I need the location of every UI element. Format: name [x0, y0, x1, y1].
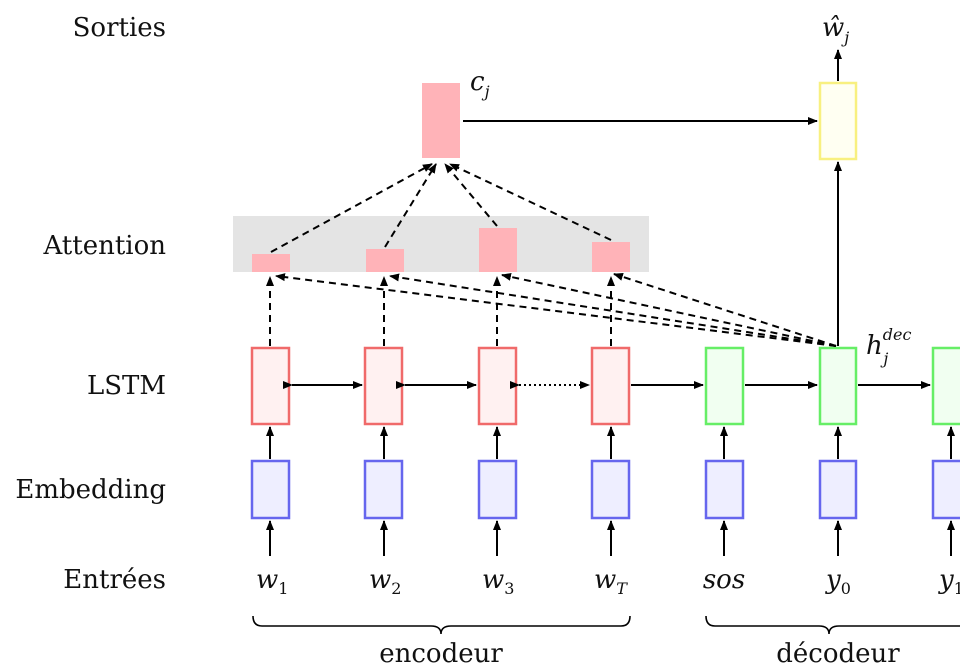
row-label-inputs: Entrées [63, 565, 166, 595]
encoder-brace [252, 615, 631, 635]
input-w1: w1 [256, 565, 288, 598]
input-y1: y1 [938, 565, 960, 598]
input-arrows [266, 520, 955, 556]
attention-band [233, 216, 649, 272]
attention-to-context-arrows [270, 163, 612, 253]
input-y0: y0 [825, 565, 851, 598]
encoder-lstm-1 [250, 346, 291, 426]
context-vector [422, 83, 460, 158]
encoder-lstm-3 [477, 346, 518, 426]
embedding-sos [704, 459, 745, 520]
embedding-y1 [931, 459, 960, 520]
decoder-lstm-y1 [931, 346, 960, 426]
decoder-state-label: hdec j [866, 325, 911, 368]
embedding-y0 [818, 459, 858, 520]
embedding-1 [250, 459, 291, 520]
attention-weight-1 [252, 254, 290, 272]
input-sos: sos [703, 565, 745, 595]
embedding-3 [477, 459, 518, 520]
encoder-lstm-T [590, 346, 631, 426]
decoder-brace [705, 615, 960, 635]
attention-weight-3 [479, 228, 517, 272]
input-wT: wT [594, 565, 628, 598]
output-label: ŵj [822, 13, 849, 47]
input-w3: w3 [482, 565, 514, 598]
embedding-2 [363, 459, 404, 520]
encoder-group-label: encodeur [379, 639, 503, 669]
context-label: cj [470, 67, 490, 101]
attention-weight-2 [366, 249, 404, 272]
decoder-lstm-sos [704, 346, 745, 426]
input-w2: w2 [369, 565, 401, 598]
row-label-attention: Attention [42, 231, 166, 261]
encoder-lstm-2 [363, 346, 404, 426]
decoder-lstm-y0 [818, 346, 858, 426]
attention-weight-T [592, 242, 630, 272]
row-label-embedding: Embedding [15, 475, 166, 505]
row-label-outputs: Sorties [73, 13, 166, 43]
output-box [818, 81, 858, 161]
output-arrows [463, 49, 842, 346]
embedding-T [590, 459, 631, 520]
embedding-arrows [266, 426, 955, 459]
decoder-to-attention-arrows [275, 272, 837, 347]
row-label-lstm: LSTM [87, 371, 166, 401]
decoder-group-label: décodeur [776, 639, 900, 669]
